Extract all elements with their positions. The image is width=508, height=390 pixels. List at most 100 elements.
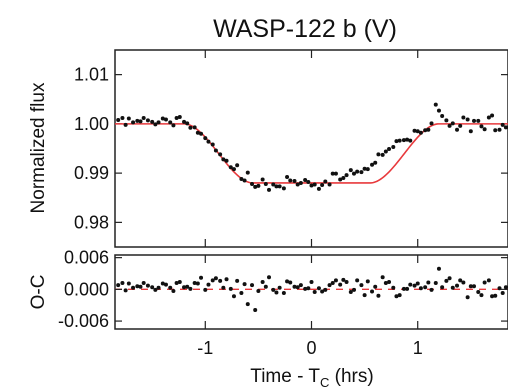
residual-data-point <box>376 293 381 298</box>
flux-data-point <box>330 171 335 176</box>
flux-data-point <box>312 182 317 187</box>
flux-data-point <box>320 182 325 187</box>
flux-data-point <box>418 130 423 135</box>
residual-data-point <box>271 287 276 292</box>
residual-y-ticks: -0.006 0.000 0.006 <box>58 248 508 331</box>
residual-data-point <box>256 288 261 293</box>
flux-data-point <box>397 138 402 143</box>
residual-data-point <box>338 282 343 287</box>
residual-data-point <box>405 286 410 291</box>
residual-data-point <box>292 284 297 289</box>
flux-data-point <box>160 116 165 121</box>
residual-data-point <box>185 284 190 289</box>
flux-data-point <box>391 145 396 150</box>
residual-data-point <box>429 287 434 292</box>
residual-data-point <box>461 280 466 285</box>
flux-data-point <box>429 121 434 126</box>
flux-data-point <box>274 184 279 189</box>
flux-data-point <box>135 118 140 123</box>
flux-data-point <box>493 128 498 133</box>
flux-data-point <box>348 168 353 173</box>
flux-data-point <box>351 171 356 176</box>
flux-data-point <box>383 149 388 154</box>
flux-data-point <box>333 171 338 176</box>
residual-data-point <box>476 290 481 294</box>
flux-data-point <box>405 137 410 142</box>
residual-data-point <box>221 285 226 290</box>
residual-data-point <box>213 276 218 281</box>
residual-y-tick-label: -0.006 <box>58 311 109 331</box>
flux-y-ticks: 0.98 0.99 1.00 1.01 <box>74 65 508 232</box>
flux-data-point <box>242 178 247 183</box>
flux-data-point <box>271 182 276 187</box>
residual-data-point <box>138 284 143 289</box>
residual-data-point <box>135 284 140 289</box>
residual-data-point <box>479 293 484 298</box>
residual-data-point <box>267 275 272 280</box>
residual-data-point <box>203 287 208 292</box>
residual-data-point <box>277 285 282 290</box>
flux-data-point <box>145 118 150 123</box>
flux-data-point <box>490 113 495 118</box>
flux-data-point <box>482 127 487 132</box>
flux-plot-frame <box>114 49 508 248</box>
residual-data-point <box>156 285 161 290</box>
flux-data-point <box>138 119 143 124</box>
residual-data-point <box>482 280 487 285</box>
residual-data-point <box>500 291 505 296</box>
residual-data-point <box>263 284 268 289</box>
residual-data-point <box>394 294 399 299</box>
flux-data-points <box>116 102 508 192</box>
flux-data-point <box>359 170 364 175</box>
flux-data-point <box>263 181 268 186</box>
flux-data-point <box>288 178 293 183</box>
flux-data-point <box>365 167 370 172</box>
flux-data-point <box>221 157 226 162</box>
flux-data-point <box>192 125 197 130</box>
flux-data-point <box>408 138 413 143</box>
residual-data-point <box>160 281 165 286</box>
x-tick-labels: -1 0 1 <box>197 338 422 358</box>
residual-data-point <box>239 291 244 296</box>
residual-data-point <box>171 288 176 293</box>
residual-data-point <box>231 294 236 299</box>
flux-data-point <box>370 162 375 167</box>
flux-data-point <box>440 113 445 118</box>
flux-data-point <box>163 117 168 122</box>
flux-data-point <box>150 119 155 124</box>
flux-data-point <box>188 125 193 130</box>
residual-data-point <box>210 278 215 283</box>
residual-data-point <box>503 285 508 290</box>
flux-data-point <box>203 136 208 141</box>
flux-data-point <box>292 179 297 184</box>
flux-data-point <box>218 152 223 157</box>
flux-data-point <box>267 187 272 192</box>
residual-data-point <box>145 283 150 288</box>
x-axis-label-prefix: Time - T <box>250 366 320 387</box>
residual-data-point <box>123 288 128 293</box>
residual-data-point <box>182 285 187 290</box>
residual-data-point <box>440 285 445 290</box>
flux-data-point <box>131 120 136 125</box>
flux-data-point <box>168 120 173 125</box>
flux-data-point <box>433 102 438 107</box>
x-axis-label: Time - TC (hrs) <box>250 366 373 390</box>
residual-data-point <box>141 281 146 286</box>
flux-data-point <box>277 184 282 189</box>
residual-data-point <box>260 279 265 284</box>
flux-y-tick-label: 0.99 <box>74 163 109 183</box>
residual-data-point <box>433 281 438 286</box>
flux-data-point <box>126 116 131 121</box>
residual-data-point <box>288 280 293 285</box>
residual-data-point <box>423 285 428 290</box>
residual-data-point <box>490 294 495 299</box>
residual-data-point <box>163 282 168 287</box>
flux-data-point <box>380 152 385 157</box>
flux-data-point <box>497 127 502 132</box>
x-axis-label-subscript: C <box>320 375 329 390</box>
flux-data-point <box>306 179 311 184</box>
flux-data-point <box>309 183 314 188</box>
residual-data-point <box>330 281 335 286</box>
residual-x-ticks <box>204 255 419 329</box>
